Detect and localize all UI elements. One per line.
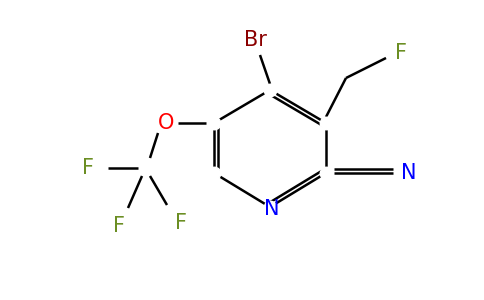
Text: F: F [175, 213, 187, 233]
Text: F: F [113, 216, 125, 236]
Text: F: F [82, 158, 94, 178]
Text: N: N [401, 163, 417, 183]
Text: Br: Br [243, 30, 266, 50]
Text: O: O [158, 113, 174, 133]
Text: F: F [395, 43, 407, 63]
Text: N: N [264, 199, 280, 219]
